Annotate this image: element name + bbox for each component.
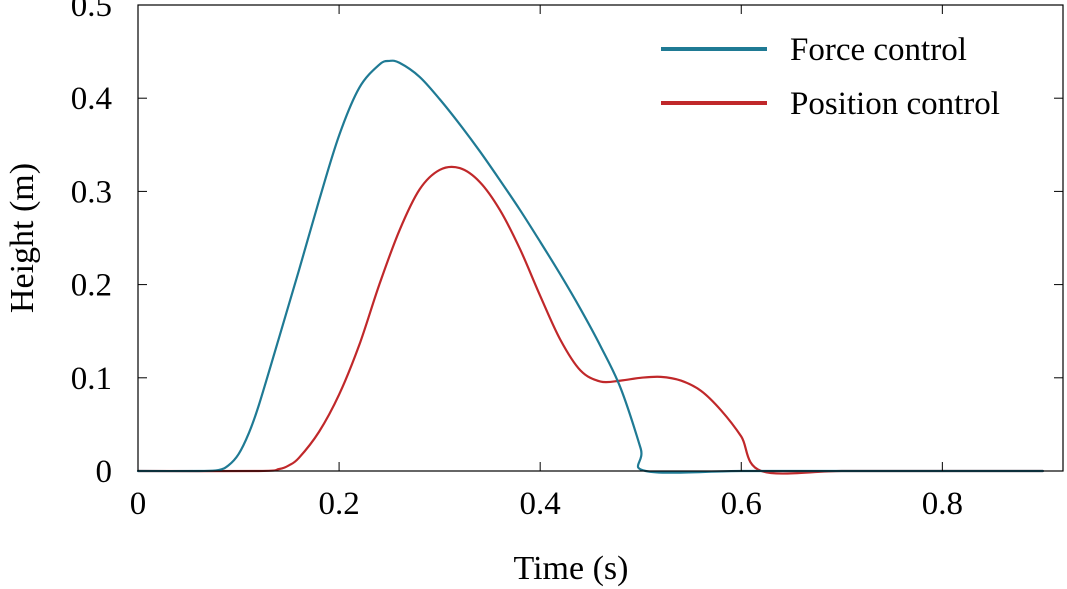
y-tick-label: 0.5: [71, 0, 112, 24]
legend-label-force-control: Force control: [790, 32, 967, 68]
series-line-force-control: [136, 59, 1044, 474]
y-tick-label: 0: [96, 454, 113, 490]
x-tick-label: 0.8: [922, 486, 963, 522]
legend: Force control Position control: [661, 32, 1000, 122]
y-tick-label: 0.2: [71, 268, 112, 304]
legend-label-position-control: Position control: [790, 86, 1000, 122]
series-line-position-control: [136, 165, 1044, 475]
x-tick-label: 0.6: [721, 486, 762, 522]
x-tick-label: 0: [130, 486, 147, 522]
y-tick-label: 0.1: [71, 361, 112, 397]
y-axis-label: Height (m): [4, 163, 41, 313]
y-tick-label: 0.3: [71, 174, 112, 210]
x-tick-label: 0.4: [520, 486, 561, 522]
plot-frame: [137, 4, 1064, 472]
x-tick-label: 0.2: [318, 486, 359, 522]
x-axis-label: Time (s): [514, 550, 629, 587]
y-tick-label: 0.4: [71, 81, 112, 117]
